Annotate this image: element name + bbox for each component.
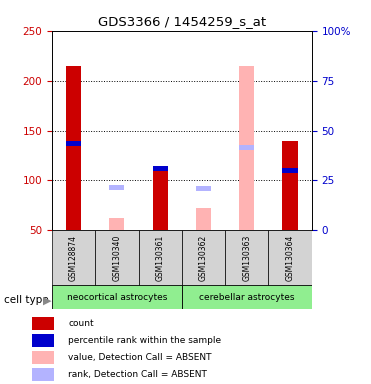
Bar xyxy=(66,141,81,146)
Bar xyxy=(109,218,124,230)
Bar xyxy=(32,317,55,330)
Text: GSM130340: GSM130340 xyxy=(112,235,121,281)
Bar xyxy=(32,351,55,364)
Bar xyxy=(152,166,168,230)
Text: GSM130361: GSM130361 xyxy=(156,235,165,281)
Text: rank, Detection Call = ABSENT: rank, Detection Call = ABSENT xyxy=(68,370,207,379)
Title: GDS3366 / 1454259_s_at: GDS3366 / 1454259_s_at xyxy=(98,15,266,28)
Bar xyxy=(225,230,268,286)
Bar xyxy=(32,334,55,347)
Text: cell type: cell type xyxy=(4,295,48,305)
Bar xyxy=(196,209,211,230)
Text: GSM130363: GSM130363 xyxy=(242,235,251,281)
Bar xyxy=(282,168,298,173)
Text: neocortical astrocytes: neocortical astrocytes xyxy=(67,293,167,302)
Text: value, Detection Call = ABSENT: value, Detection Call = ABSENT xyxy=(68,353,211,362)
Bar xyxy=(182,285,312,309)
Bar xyxy=(52,285,182,309)
Bar xyxy=(109,185,124,190)
Text: cerebellar astrocytes: cerebellar astrocytes xyxy=(199,293,295,302)
Bar xyxy=(282,141,298,230)
Bar xyxy=(152,166,168,171)
Bar xyxy=(52,230,95,286)
Text: GSM130364: GSM130364 xyxy=(286,235,295,281)
Bar xyxy=(182,230,225,286)
Bar xyxy=(239,66,254,230)
Bar xyxy=(66,66,81,230)
Text: percentile rank within the sample: percentile rank within the sample xyxy=(68,336,221,345)
Bar xyxy=(95,230,138,286)
Bar xyxy=(196,186,211,191)
Text: GSM130362: GSM130362 xyxy=(199,235,208,281)
Text: count: count xyxy=(68,319,93,328)
Text: ▶: ▶ xyxy=(43,295,51,305)
Bar xyxy=(32,368,55,381)
Text: GSM128874: GSM128874 xyxy=(69,235,78,281)
Bar xyxy=(268,230,312,286)
Bar xyxy=(239,145,254,150)
Bar xyxy=(138,230,182,286)
